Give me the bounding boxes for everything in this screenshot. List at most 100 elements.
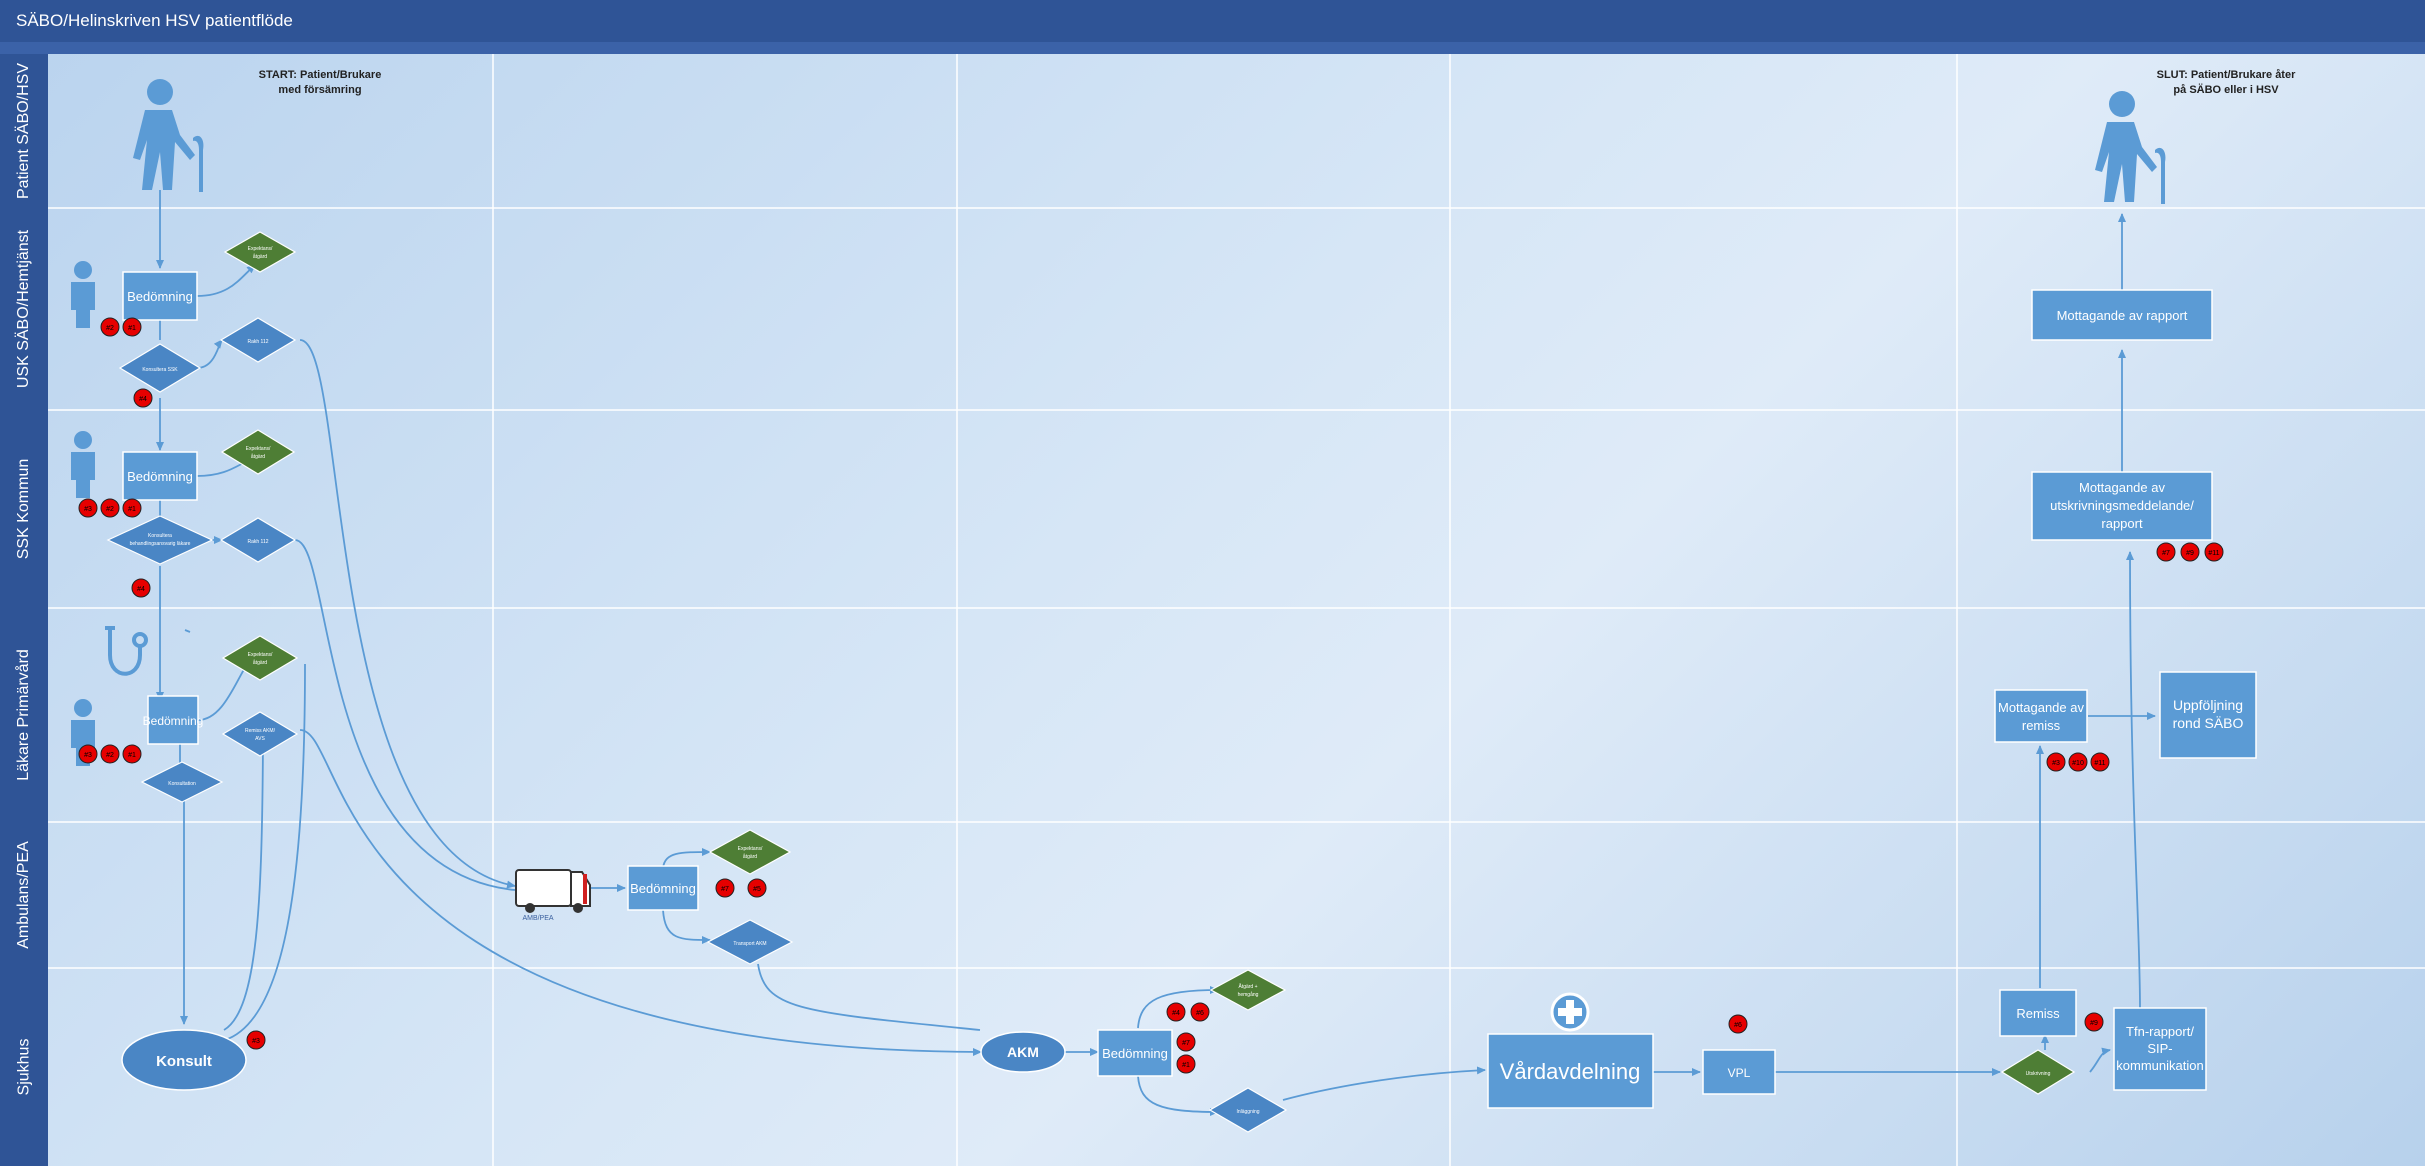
svg-text:åtgärd: åtgärd	[253, 253, 267, 260]
svg-text:Expektans/: Expektans/	[738, 846, 763, 852]
svg-text:AVS: AVS	[255, 736, 265, 742]
svg-text:Bedömning: Bedömning	[1102, 1046, 1168, 1061]
staff-usk-icon	[71, 261, 95, 328]
svg-text:åtgärd: åtgärd	[251, 453, 265, 460]
svg-text:Remiss AKM/: Remiss AKM/	[245, 728, 276, 734]
svg-text:SIP-: SIP-	[2147, 1041, 2172, 1056]
svg-text:VPL: VPL	[1728, 1066, 1751, 1080]
diamond-konsultera-lakare[interactable]: Konsultera behandlingsansvarig läkare	[106, 515, 214, 565]
diagram-title: SÄBO/Helinskriven HSV patientflöde	[0, 0, 2425, 42]
diamond-expektans-ssk[interactable]: Expektans/ åtgärd	[220, 429, 296, 475]
box-bedomning-usk[interactable]: Bedömning	[122, 271, 198, 321]
staff-ssk-icon	[71, 431, 95, 498]
svg-text:#4: #4	[137, 586, 145, 593]
box-tfn-rapport[interactable]: Tfn-rapport/ SIP- kommunikation	[2113, 1007, 2207, 1091]
svg-text:hemgång: hemgång	[1238, 991, 1259, 998]
svg-text:Expektans/: Expektans/	[248, 246, 273, 252]
svg-text:#2: #2	[106, 752, 114, 759]
badges-ssk: #3 #2 #1 #4	[78, 498, 151, 598]
svg-text:remiss: remiss	[2022, 718, 2061, 733]
svg-text:Expektans/: Expektans/	[248, 652, 273, 658]
svg-text:Konsultation: Konsultation	[168, 781, 196, 787]
diamond-remiss-akm[interactable]: Remiss AKM/ AVS	[221, 711, 299, 757]
svg-text:utskrivningsmeddelande/: utskrivningsmeddelande/	[2050, 498, 2194, 513]
svg-text:åtgärd: åtgärd	[743, 853, 757, 860]
box-vpl[interactable]: VPL	[1702, 1049, 1776, 1095]
badges-ambulans: #7 #5	[715, 878, 767, 898]
box-bedomning-akm[interactable]: Bedömning	[1097, 1029, 1173, 1077]
badges-usk: #2 #1 #4	[100, 317, 153, 408]
svg-text:Vårdavdelning: Vårdavdelning	[1500, 1059, 1641, 1084]
svg-text:#4: #4	[1172, 1010, 1180, 1017]
stethoscope-icon	[105, 626, 148, 676]
svg-text:#3: #3	[2052, 760, 2060, 767]
diamond-konsultation[interactable]: Konsultation	[140, 761, 224, 803]
svg-text:Rakh 112: Rakh 112	[247, 339, 268, 345]
svg-text:#1: #1	[128, 325, 136, 332]
ambulance-icon	[515, 869, 591, 913]
connectors	[156, 190, 2156, 1116]
svg-text:#3: #3	[252, 1038, 260, 1045]
diamond-expektans-usk[interactable]: Expektans/ åtgärd	[223, 231, 297, 273]
box-remiss[interactable]: Remiss	[1999, 989, 2077, 1037]
box-bedomning-ambulans[interactable]: Bedömning	[627, 865, 699, 911]
diamond-expektans-lakare[interactable]: Expektans/ åtgärd	[221, 635, 299, 681]
svg-text:Mottagande av: Mottagande av	[2079, 480, 2166, 495]
svg-text:Expektans/: Expektans/	[246, 446, 271, 452]
svg-text:Bedömning: Bedömning	[143, 714, 204, 728]
badges-akm: #4 #6 #7 #1	[1166, 1002, 1210, 1074]
box-vardavdelning[interactable]: Vårdavdelning	[1487, 1033, 1654, 1109]
svg-text:#1: #1	[128, 506, 136, 513]
svg-text:#2: #2	[106, 325, 114, 332]
svg-text:#5: #5	[753, 886, 761, 893]
badges-lakare: #3 #2 #1	[78, 744, 142, 764]
grid-lines	[48, 54, 2425, 1166]
svg-text:kommunikation: kommunikation	[2116, 1058, 2203, 1073]
svg-text:Mottagande av: Mottagande av	[1998, 700, 2085, 715]
box-mottagande-rapport[interactable]: Mottagande av rapport	[2031, 289, 2213, 341]
patient-end-icon	[2095, 91, 2166, 204]
box-bedomning-ssk[interactable]: Bedömning	[122, 451, 198, 501]
svg-text:Tfn-rapport/: Tfn-rapport/	[2126, 1024, 2194, 1039]
diamond-utskrivning[interactable]: Utskrivning	[2000, 1049, 2076, 1095]
svg-text:Mottagande av rapport: Mottagande av rapport	[2057, 308, 2188, 323]
svg-text:Utskrivning: Utskrivning	[2026, 1071, 2051, 1077]
start-text-line2: med försämring	[278, 84, 361, 96]
diamond-atgard-hemgang[interactable]: Åtgärd + hemgång	[1209, 969, 1287, 1011]
column-header-strip	[0, 42, 2425, 54]
box-bedomning-lakare[interactable]: Bedömning	[143, 695, 204, 745]
ellipse-konsult[interactable]: Konsult	[121, 1029, 247, 1091]
badges-konsult: #3	[246, 1030, 266, 1050]
ellipse-akm[interactable]: AKM	[980, 1031, 1066, 1073]
svg-text:#3: #3	[84, 506, 92, 513]
diamond-konsultera-ssk[interactable]: Konsultera SSK	[118, 343, 202, 393]
end-text-line1: SLUT: Patient/Brukare åter	[2157, 69, 2296, 81]
svg-text:AKM: AKM	[1007, 1044, 1039, 1060]
svg-text:#11: #11	[2094, 760, 2105, 767]
svg-text:Uppföljning: Uppföljning	[2173, 697, 2243, 713]
svg-text:#4: #4	[139, 396, 147, 403]
diamond-expektans-ambulans[interactable]: Expektans/ åtgärd	[708, 829, 792, 875]
svg-text:#7: #7	[1182, 1040, 1190, 1047]
svg-text:#6: #6	[1196, 1010, 1204, 1017]
box-uppfoljning[interactable]: Uppföljning rond SÄBO	[2159, 671, 2257, 759]
svg-text:behandlingsansvarig läkare: behandlingsansvarig läkare	[130, 541, 191, 547]
hospital-plus-icon	[1550, 992, 1590, 1032]
svg-text:#10: #10	[2072, 760, 2084, 767]
svg-text:Transport AKM: Transport AKM	[733, 941, 766, 947]
start-text-line1: START: Patient/Brukare	[259, 69, 382, 81]
diamond-rakh-usk[interactable]: Rakh 112	[219, 317, 297, 363]
svg-text:Åtgärd +: Åtgärd +	[1238, 983, 1257, 990]
box-mottagande-utskrivning[interactable]: Mottagande av utskrivningsmeddelande/ ra…	[2031, 471, 2213, 541]
svg-text:#9: #9	[2186, 550, 2194, 557]
diamond-transport-akm[interactable]: Transport AKM	[706, 919, 794, 965]
svg-text:#9: #9	[2090, 1020, 2098, 1027]
svg-text:#11: #11	[2208, 550, 2219, 557]
diamond-rakh-ssk[interactable]: Rakh 112	[219, 517, 297, 563]
diamond-inlaggning[interactable]: Inläggning	[1208, 1087, 1288, 1133]
box-mottagande-remiss[interactable]: Mottagande av remiss	[1994, 689, 2088, 743]
svg-text:#3: #3	[84, 752, 92, 759]
svg-text:Bedömning: Bedömning	[127, 469, 193, 484]
